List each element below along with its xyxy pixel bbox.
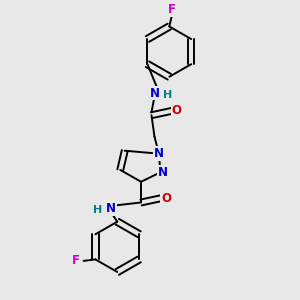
Text: F: F bbox=[168, 3, 176, 16]
Text: F: F bbox=[72, 254, 80, 267]
Text: N: N bbox=[158, 166, 168, 179]
Text: N: N bbox=[154, 147, 164, 160]
Text: O: O bbox=[172, 104, 182, 117]
Text: N: N bbox=[149, 86, 160, 100]
Text: H: H bbox=[163, 90, 172, 100]
Text: O: O bbox=[161, 191, 171, 205]
Text: H: H bbox=[93, 205, 102, 215]
Text: N: N bbox=[106, 202, 116, 215]
